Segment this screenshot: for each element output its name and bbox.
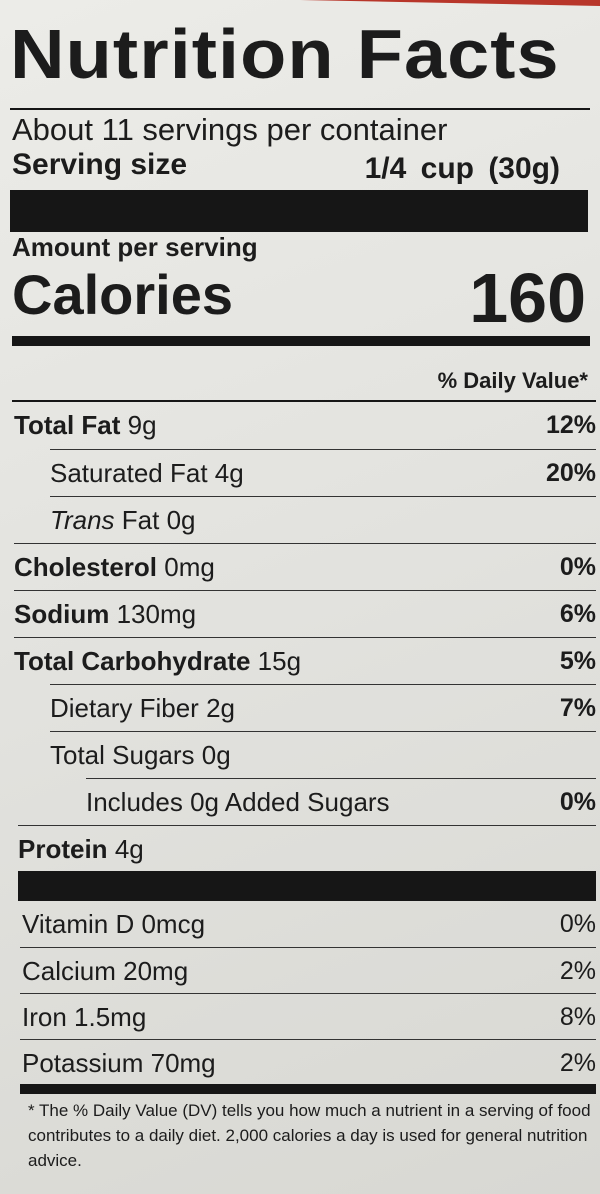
nutrient-row: Total Sugars 0g <box>50 731 596 778</box>
daily-value: 5% <box>559 647 596 675</box>
calories-value: 160 <box>469 259 586 337</box>
footnote: * The % Daily Value (DV) tells you how m… <box>28 1101 591 1170</box>
calories-label: Calories <box>12 263 233 326</box>
serving-size-label: Serving size <box>12 148 188 181</box>
nutrient-amount: 0g <box>166 505 196 535</box>
nutrient-row: Sodium 130mg 6% <box>14 590 596 637</box>
nutrient-row: Trans Fat 0g <box>50 496 596 543</box>
vitamin-row: Iron 1.5mg 8% <box>20 993 596 1040</box>
rule <box>12 400 596 402</box>
vitamin-name: Potassium 70mg <box>22 1048 216 1078</box>
nutrient-name: Total Sugars <box>50 740 195 770</box>
nutrient-label: Saturated Fat 4g <box>50 458 244 489</box>
thick-rule <box>18 871 596 901</box>
nutrient-name: Protein <box>18 834 108 864</box>
nutrient-name: Saturated Fat <box>50 458 208 488</box>
vitamin-dv: 8% <box>559 1003 596 1031</box>
nutrient-label: Total Sugars 0g <box>50 740 231 771</box>
nutrient-amount: 0mg <box>164 552 215 582</box>
nutrient-name: Includes 0g Added Sugars <box>86 787 390 817</box>
nutrient-amount: 4g <box>114 834 144 864</box>
daily-value: 0% <box>559 553 596 581</box>
thick-rule <box>10 190 588 232</box>
nutrient-name: Total Carbohydrate <box>14 646 251 676</box>
nutrient-label: Trans Fat 0g <box>50 505 196 536</box>
vitamin-name: Calcium 20mg <box>22 956 189 986</box>
nutrient-label: Dietary Fiber 2g <box>50 693 235 724</box>
nutrient-row: Total Carbohydrate 15g 5% <box>14 637 596 684</box>
nutrient-row: Dietary Fiber 2g 7% <box>50 684 596 731</box>
nutrient-amount: 15g <box>257 646 302 676</box>
nutrient-name: Cholesterol <box>14 552 158 582</box>
nutrient-label: Cholesterol 0mg <box>14 552 215 583</box>
nutrient-amount: 9g <box>127 410 157 440</box>
nutrient-amount: 2g <box>206 693 235 723</box>
nutrient-amount: 0g <box>201 740 231 770</box>
nutrient-row: Protein 4g <box>18 825 596 872</box>
nutrient-row: Total Fat 9g 12% <box>14 402 596 448</box>
vitamin-row: Vitamin D 0mcg 0% <box>20 901 596 947</box>
nutrient-row: Saturated Fat 4g 20% <box>50 449 596 496</box>
nutrient-label: Total Fat 9g <box>14 410 157 441</box>
daily-value: 12% <box>545 411 596 439</box>
nutrient-amount: 4g <box>214 458 244 488</box>
vitamin-dv: 2% <box>559 1049 596 1077</box>
vitamin-dv: 0% <box>559 910 596 938</box>
nutrient-name: Total Fat <box>14 410 121 440</box>
nutrient-name: Fat <box>121 505 160 535</box>
rule <box>10 108 590 110</box>
nutrient-label: Protein 4g <box>18 834 144 865</box>
dv-header: % Daily Value* <box>437 368 588 393</box>
nutrient-label: Sodium 130mg <box>14 599 196 630</box>
serving-size-value: 1/4 cup (30g) <box>364 152 560 185</box>
nutrient-row: Cholesterol 0mg 0% <box>14 543 596 590</box>
daily-value: 7% <box>559 694 596 722</box>
nutrient-row: Includes 0g Added Sugars 0% <box>86 778 596 825</box>
daily-value: 0% <box>559 788 596 816</box>
amount-per-serving: Amount per serving <box>12 232 258 262</box>
vitamin-name: Vitamin D 0mcg <box>22 909 206 939</box>
servings: About 11 servings per container <box>12 112 448 147</box>
nutrient-label: Total Carbohydrate 15g <box>14 646 301 677</box>
vitamin-name: Iron 1.5mg <box>22 1002 147 1032</box>
title: Nutrition Facts <box>10 15 560 93</box>
nutrient-name: Sodium <box>14 599 110 629</box>
vitamin-row: Potassium 70mg 2% <box>20 1039 596 1086</box>
thick-rule <box>12 336 590 346</box>
daily-value: 20% <box>545 459 596 487</box>
nutrient-name: Dietary Fiber <box>50 693 199 723</box>
vitamin-dv: 2% <box>559 957 596 985</box>
vitamin-row: Calcium 20mg 2% <box>20 947 596 994</box>
thick-rule <box>20 1084 596 1094</box>
nutrient-amount: 130mg <box>116 599 197 629</box>
nutrient-name-italic: Trans <box>50 505 115 535</box>
daily-value: 6% <box>559 600 596 628</box>
nutrient-label: Includes 0g Added Sugars <box>86 787 390 818</box>
